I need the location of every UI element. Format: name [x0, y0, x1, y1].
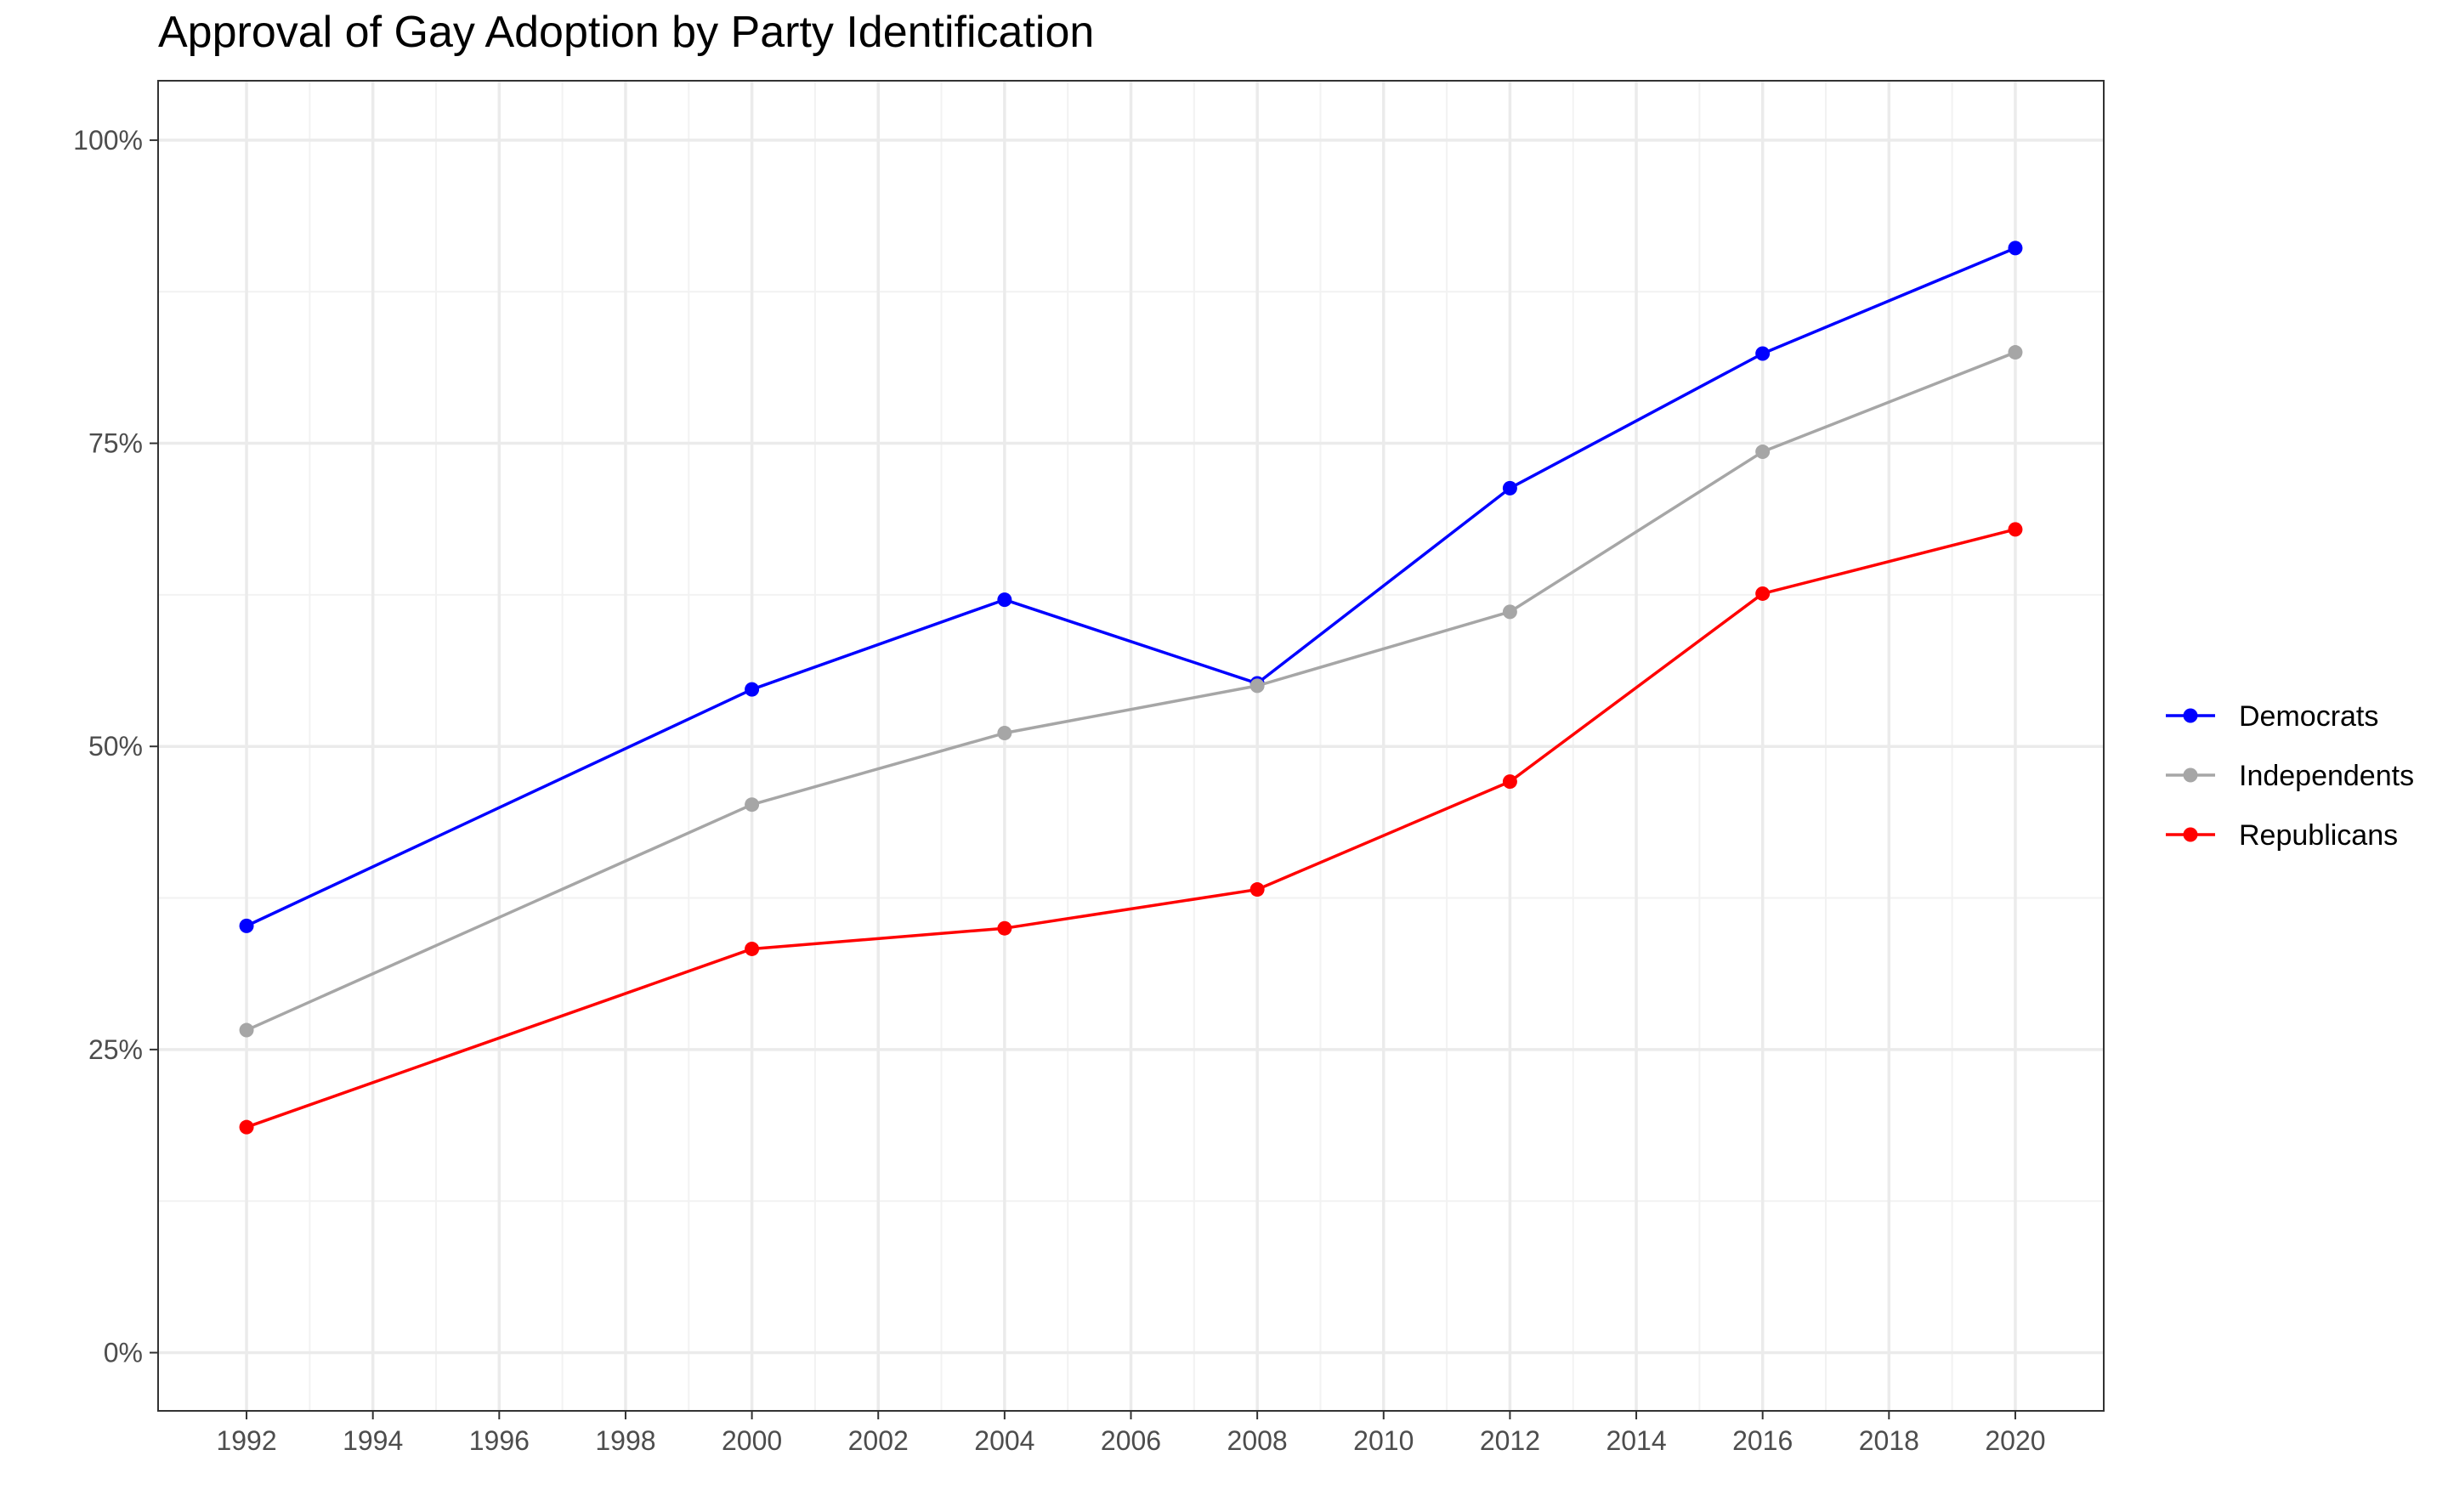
independents-point: [745, 797, 760, 813]
democrats-point: [2008, 241, 2023, 256]
republicans-point: [1502, 774, 1517, 790]
republicans-point: [997, 920, 1012, 936]
x-tick-label: 2012: [1480, 1425, 1540, 1456]
x-tick-label: 2014: [1606, 1425, 1666, 1456]
x-tick-label: 2004: [974, 1425, 1034, 1456]
y-tick-label: 0%: [104, 1338, 143, 1368]
x-tick-label: 2016: [1732, 1425, 1793, 1456]
legend-key-point-republicans: [2183, 827, 2198, 842]
legend-label-independents: Independents: [2239, 760, 2414, 792]
democrats-point: [997, 592, 1012, 608]
independents-point: [1250, 678, 1265, 694]
republicans-point: [2008, 522, 2023, 537]
y-tick-label: 50%: [88, 731, 143, 762]
x-tick-label: 2002: [848, 1425, 909, 1456]
y-tick-label: 100%: [73, 125, 143, 156]
x-tick-label: 1998: [595, 1425, 655, 1456]
major-gridlines: [158, 81, 2104, 1411]
democrats-point: [745, 682, 760, 697]
x-tick-label: 1994: [343, 1425, 403, 1456]
independents-point: [2008, 345, 2023, 360]
democrats-point: [239, 918, 254, 933]
x-tick-label: 2000: [722, 1425, 782, 1456]
x-tick-label: 1992: [216, 1425, 276, 1456]
independents-point: [997, 726, 1012, 741]
legend-label-republicans: Republicans: [2239, 819, 2398, 852]
legend-label-democrats: Democrats: [2239, 700, 2378, 733]
republicans-point: [239, 1119, 254, 1135]
axes: 1992 1994 1996 1998 2000 2002 2004 2006 2008 2010…: [73, 125, 2045, 1456]
x-tick-label: 2010: [1353, 1425, 1414, 1456]
x-tick-label: 1996: [469, 1425, 530, 1456]
series-layer: [239, 241, 2023, 1135]
x-tick-label: 2018: [1859, 1425, 1919, 1456]
y-tick-label: 25%: [88, 1034, 143, 1065]
legend-key-point-independents: [2183, 767, 2198, 783]
democrats-point: [1502, 480, 1517, 496]
x-tick-label: 2008: [1227, 1425, 1288, 1456]
legend: Democrats Independents Republicans: [2166, 700, 2414, 852]
independents-point: [1502, 604, 1517, 620]
democrats-point: [1755, 346, 1771, 361]
x-tick-label: 2020: [1985, 1425, 2045, 1456]
republicans-point: [1250, 882, 1265, 898]
legend-key-point-democrats: [2183, 708, 2198, 723]
chart-title: Approval of Gay Adoption by Party Identi…: [158, 8, 1095, 57]
republicans-point: [745, 941, 760, 956]
y-tick-label: 75%: [88, 428, 143, 459]
republicans-point: [1755, 586, 1771, 601]
x-tick-label: 2006: [1101, 1425, 1161, 1456]
independents-point: [1755, 445, 1771, 460]
independents-point: [239, 1022, 254, 1038]
